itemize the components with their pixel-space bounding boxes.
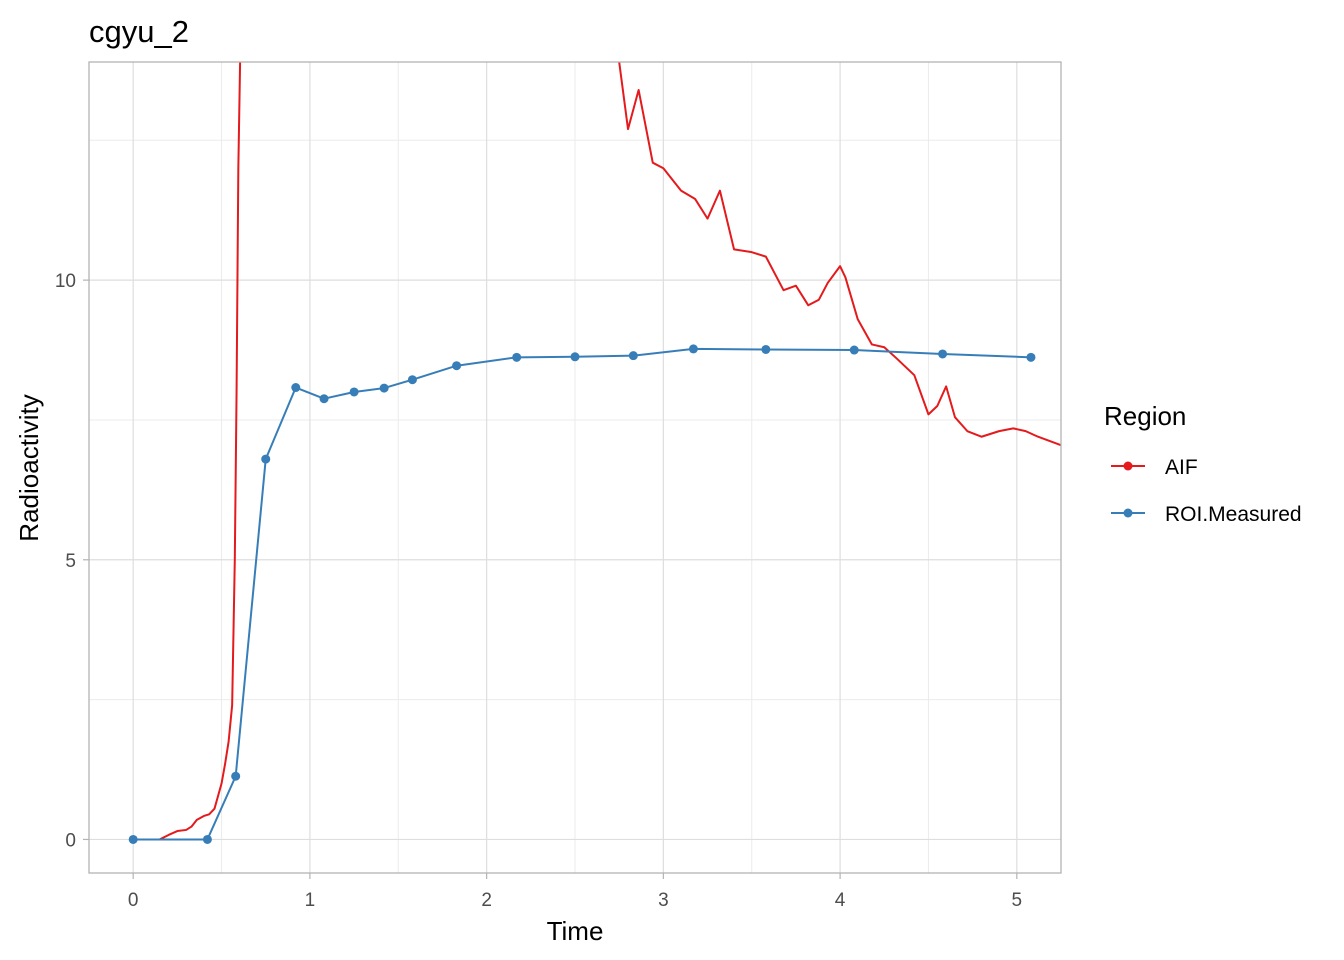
y-axis-ticks: 0 5 10 [55, 271, 89, 851]
x-tick-label-5: 5 [1012, 890, 1023, 911]
legend-key-roi-measured-dot [1123, 508, 1133, 518]
x-tick-label-0: 0 [128, 890, 139, 911]
point-roi-measured-17 [1026, 352, 1036, 362]
series-line-roi-measured [133, 347, 1031, 841]
point-roi-measured-4 [291, 383, 301, 393]
legend-title: Region [1104, 401, 1186, 431]
chart-title: cgyu_2 [89, 14, 189, 49]
series-layer [128, 62, 1061, 844]
point-roi-measured-5 [319, 394, 329, 404]
legend-item-roi-measured: ROI.Measured [1111, 503, 1302, 526]
point-roi-measured-13 [688, 344, 698, 354]
legend: Region AIF ROI.Measured [1104, 401, 1302, 526]
y-tick-label-1: 5 [65, 551, 76, 572]
point-roi-measured-10 [512, 352, 522, 362]
point-roi-measured-6 [349, 387, 359, 397]
y-axis-label: Radioactivity [14, 394, 44, 541]
x-tick-label-2: 2 [481, 890, 492, 911]
grid-major [89, 62, 1061, 873]
y-tick-label-0: 0 [65, 830, 76, 851]
point-roi-measured-8 [407, 375, 417, 385]
x-axis-ticks: 0 1 2 3 4 5 [128, 873, 1022, 911]
point-roi-measured-2 [231, 771, 241, 781]
point-roi-measured-7 [379, 383, 389, 393]
legend-item-aif: AIF [1111, 456, 1198, 479]
point-roi-measured-14 [761, 344, 771, 354]
legend-key-aif-dot [1123, 461, 1133, 471]
series-roi-measured [128, 344, 1036, 844]
point-roi-measured-1 [202, 834, 212, 844]
point-roi-measured-11 [570, 352, 580, 362]
point-roi-measured-15 [849, 345, 859, 355]
point-roi-measured-3 [261, 454, 271, 464]
point-roi-measured-16 [938, 349, 948, 359]
panel-border [88, 61, 1062, 874]
x-tick-label-3: 3 [658, 890, 669, 911]
series-line-aif-rise [159, 62, 242, 841]
point-roi-measured-12 [628, 351, 638, 361]
series-aif [159, 62, 1061, 841]
x-axis-label: Time [547, 916, 604, 946]
series-line-aif-decay [618, 62, 1061, 447]
y-tick-label-2: 10 [55, 271, 76, 292]
point-roi-measured-9 [452, 361, 462, 371]
legend-label-aif: AIF [1165, 456, 1198, 479]
grid-minor [89, 62, 1061, 873]
legend-label-roi-measured: ROI.Measured [1165, 503, 1302, 526]
x-tick-label-4: 4 [835, 890, 846, 911]
point-roi-measured-0 [128, 834, 138, 844]
x-tick-label-1: 1 [305, 890, 316, 911]
